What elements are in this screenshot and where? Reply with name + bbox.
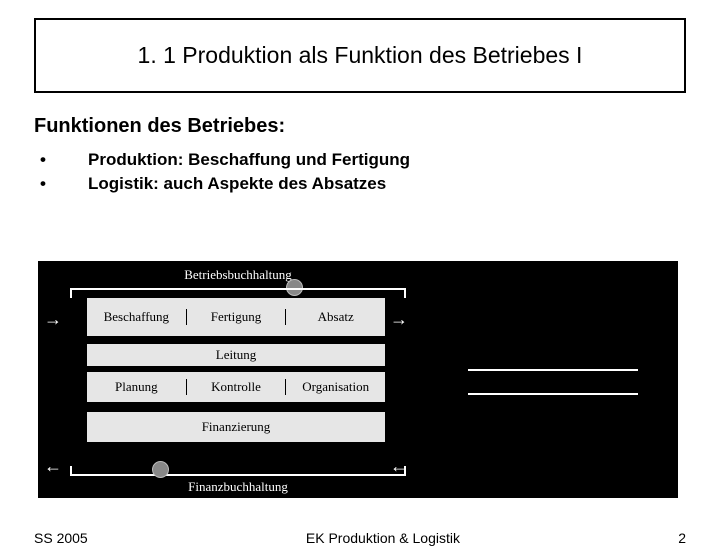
diagram-row-middle: Planung Kontrolle Organisation <box>86 371 386 403</box>
legend-line <box>468 393 638 395</box>
diagram-cell: Beschaffung <box>87 309 187 325</box>
diagram-top-label: Betriebsbuchhaltung <box>38 267 438 283</box>
bracket-bottom <box>70 466 406 476</box>
bullet-dot: • <box>34 148 88 172</box>
diagram-cell: Organisation <box>286 379 385 395</box>
diagram-cell: Planung <box>87 379 187 395</box>
slide-title-box: 1. 1 Produktion als Funktion des Betrieb… <box>34 18 686 93</box>
diagram: Betriebsbuchhaltung → → Beschaffung Fert… <box>38 261 678 498</box>
slide-title: 1. 1 Produktion als Funktion des Betrieb… <box>138 42 583 68</box>
slide-subtitle: Funktionen des Betriebes: <box>34 115 720 138</box>
bullet-text: Logistik: auch Aspekte des Absatzes <box>88 172 386 196</box>
bullet-dot: • <box>34 172 88 196</box>
diagram-row-top: Beschaffung Fertigung Absatz <box>86 297 386 337</box>
arrow-icon: → <box>390 309 408 330</box>
diagram-bottom-label: Finanzbuchhaltung <box>38 479 438 495</box>
list-item: • Produktion: Beschaffung und Fertigung <box>34 148 720 172</box>
legend-lines <box>468 369 638 417</box>
arrow-icon: ← <box>390 456 408 477</box>
footer-right: 2 <box>678 530 686 546</box>
legend-line <box>468 369 638 371</box>
bullet-text: Produktion: Beschaffung und Fertigung <box>88 148 410 172</box>
arrow-icon: ← <box>44 456 62 477</box>
diagram-cell: Fertigung <box>187 309 287 325</box>
bullet-list: • Produktion: Beschaffung und Fertigung … <box>34 148 720 196</box>
footer-left: SS 2005 <box>34 530 88 546</box>
diagram-cell-finanz: Finanzierung <box>86 411 386 443</box>
diagram-container: Betriebsbuchhaltung → → Beschaffung Fert… <box>38 261 678 498</box>
list-item: • Logistik: auch Aspekte des Absatzes <box>34 172 720 196</box>
arrow-icon: → <box>44 309 62 330</box>
diagram-cell: Absatz <box>286 309 385 325</box>
footer-center: EK Produktion & Logistik <box>306 530 460 546</box>
diagram-cell-leitung: Leitung <box>86 343 386 367</box>
slide-footer: SS 2005 EK Produktion & Logistik 2 <box>0 530 720 546</box>
indicator-icon <box>152 461 169 478</box>
diagram-cell: Kontrolle <box>187 379 287 395</box>
